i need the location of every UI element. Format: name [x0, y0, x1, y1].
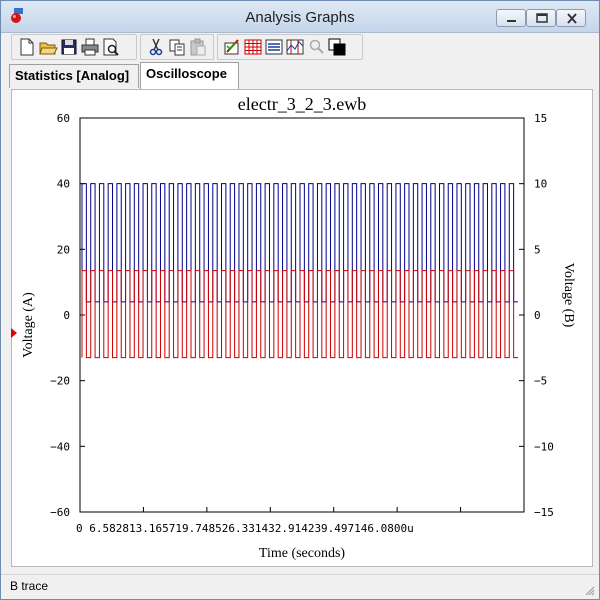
zoom-icon	[309, 39, 324, 54]
right-tick-label: 5	[534, 243, 541, 256]
oscilloscope-chart[interactable]: electr_3_2_3.ewb 60 40 20 0 −20 −40 −60 15 10 5 0 −5…	[12, 90, 592, 566]
status-text: B trace	[10, 579, 49, 593]
paste-button	[190, 38, 206, 56]
new-document-icon	[20, 38, 34, 56]
toolbar-group-edit	[140, 34, 214, 60]
grid-icon	[244, 39, 262, 55]
chart-title: electr_3_2_3.ewb	[238, 94, 366, 114]
right-tick-label: 0	[534, 309, 541, 322]
cut-button[interactable]	[146, 37, 166, 57]
scissors-icon	[149, 38, 163, 56]
x-tick-label: 26.3314	[222, 522, 269, 535]
right-tick-label: −10	[534, 440, 554, 453]
cursors-button[interactable]	[285, 37, 305, 57]
x-tick-label: 6.5828	[89, 522, 129, 535]
left-tick-label: −20	[50, 375, 70, 388]
x-axis-label: Time (seconds)	[259, 546, 346, 561]
tab-statistics-analog[interactable]: Statistics [Analog]	[9, 64, 139, 88]
y-axis-label-right: Voltage (B)	[561, 263, 576, 328]
right-tick-label: 10	[534, 178, 547, 191]
right-tick-label: 15	[534, 112, 547, 125]
active-trace-marker	[11, 328, 17, 338]
save-button[interactable]	[59, 37, 79, 57]
properties-button[interactable]	[222, 37, 242, 57]
right-tick-label: −15	[534, 506, 554, 519]
left-tick-label: 0	[63, 309, 70, 322]
app-icon	[11, 8, 23, 23]
x-tick-label: 0	[76, 522, 89, 535]
print-preview-icon	[103, 38, 119, 56]
left-tick-label: −40	[50, 440, 70, 453]
plot-pane: electr_3_2_3.ewb 60 40 20 0 −20 −40 −60 15 10 5 0 −5…	[11, 89, 593, 567]
print-button[interactable]	[80, 37, 100, 57]
right-tick-label: −5	[534, 375, 547, 388]
reverse-colors-button[interactable]	[327, 37, 347, 57]
trace-B[interactable]	[81, 270, 518, 359]
cursor-icon	[286, 39, 304, 55]
maximize-icon	[536, 13, 548, 23]
tab-strip: Statistics [Analog] Oscilloscope	[9, 62, 593, 90]
minimize-button[interactable]	[496, 9, 526, 27]
left-tick-label: 20	[57, 243, 70, 256]
paste-icon	[190, 38, 206, 56]
toolbar-icons	[17, 37, 347, 57]
close-icon	[567, 13, 577, 24]
x-tick-label: 39.4971	[314, 522, 360, 535]
x-tick-label: 46.0800u	[361, 522, 414, 535]
reverse-colors-icon	[328, 38, 346, 56]
title-bar[interactable]: Analysis Graphs	[1, 1, 599, 33]
x-tick-labels: 0 6.582813.165719.748526.331432.914239.4…	[76, 522, 414, 535]
window-title: Analysis Graphs	[245, 9, 355, 26]
save-disk-icon	[61, 39, 77, 55]
new-button[interactable]	[17, 37, 37, 57]
left-tick-label: 60	[57, 112, 70, 125]
print-preview-button[interactable]	[101, 37, 121, 57]
open-folder-icon	[39, 42, 58, 55]
tab-oscilloscope[interactable]: Oscilloscope	[140, 62, 239, 89]
toggle-grid-button[interactable]	[243, 37, 263, 57]
minimize-icon	[507, 20, 516, 22]
x-tick-label: 13.1657	[129, 522, 175, 535]
toolbar-group-file	[11, 34, 137, 60]
toolbar-group-view	[217, 34, 363, 60]
toggle-legend-button[interactable]	[264, 37, 284, 57]
toolbar	[7, 34, 597, 60]
x-tick-label: 19.7485	[175, 522, 221, 535]
open-button[interactable]	[38, 37, 58, 57]
copy-button[interactable]	[167, 37, 187, 57]
y-axis-label-left: Voltage (A)	[21, 292, 36, 358]
status-bar: B trace	[1, 574, 599, 600]
copy-icon	[169, 39, 185, 56]
properties-icon	[224, 39, 239, 55]
left-tick-label: 40	[57, 178, 70, 191]
printer-icon	[81, 38, 99, 56]
x-tick-label: 32.9142	[268, 522, 314, 535]
left-tick-label: −60	[50, 506, 70, 519]
legend-icon	[265, 39, 283, 55]
zoom-button	[309, 39, 324, 54]
resize-grip-icon[interactable]	[583, 584, 595, 596]
maximize-button[interactable]	[526, 9, 556, 27]
close-button[interactable]	[556, 9, 586, 27]
